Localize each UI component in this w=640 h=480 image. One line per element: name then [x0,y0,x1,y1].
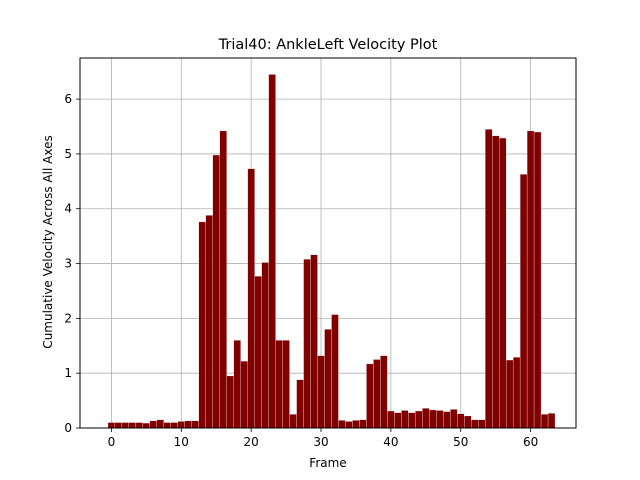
x-tick-label: 20 [244,435,259,449]
bar [380,355,388,429]
bar [261,262,269,429]
y-axis-label: Cumulative Velocity Across All Axes [41,135,55,348]
bar [345,421,353,429]
bar [485,129,493,429]
y-tick-label: 0 [64,421,72,435]
bar [205,215,213,429]
bar [373,359,381,429]
bar [540,414,549,429]
bar [457,413,465,429]
bar [387,410,395,429]
bar [135,422,144,429]
bar [359,419,367,429]
bars [107,74,556,429]
bar [191,420,199,429]
bar [408,412,416,429]
bar [366,363,374,429]
bar [547,413,556,429]
bar [512,357,521,429]
x-axis-label: Frame [309,456,346,470]
bar [142,422,151,429]
bar [443,411,451,429]
bar [254,276,262,429]
bar [533,131,542,429]
bar [114,422,123,429]
x-tick-label: 30 [313,435,328,449]
y-axis-ticks: 0 1 2 3 4 5 6 [64,92,80,435]
bar [177,421,185,429]
x-tick-label: 60 [523,435,538,449]
y-tick-label: 2 [64,311,72,325]
bar [317,355,325,429]
chart-title: Trial40: AnkleLeft Velocity Plot [218,37,438,53]
bar [499,137,507,429]
bar [233,340,241,429]
bar [338,420,346,429]
bar [282,340,290,429]
bar [303,259,311,429]
bar [422,408,430,429]
bar [492,135,500,429]
x-tick-label: 50 [453,435,468,449]
bar [296,379,304,429]
bar [478,419,486,429]
bar [184,420,192,429]
bar [156,419,164,429]
y-tick-label: 5 [64,147,72,161]
y-tick-label: 1 [64,366,72,380]
bar [352,420,360,429]
bar [526,130,535,429]
bar [415,410,423,429]
bar [519,174,528,429]
y-tick-label: 4 [64,202,72,216]
bar [401,410,409,429]
bar [275,340,283,429]
x-tick-label: 10 [174,435,189,449]
bar [128,422,137,429]
bar [450,409,458,429]
bar [394,412,402,429]
bar [471,419,479,429]
bar [212,154,220,429]
bar [289,414,297,429]
bar [107,422,116,429]
bar [170,422,178,429]
bar [310,254,318,429]
y-tick-label: 3 [64,257,72,271]
y-tick-label: 6 [64,92,72,106]
bar [226,375,234,429]
x-axis-ticks: 0 10 20 30 40 50 60 [108,428,538,449]
x-tick-label: 40 [383,435,398,449]
x-tick-label: 0 [108,435,116,449]
plot-frame [79,57,577,429]
bar [219,130,227,429]
bar [436,410,444,429]
bar [247,168,255,429]
bar [240,360,248,429]
bar [464,415,472,429]
bar [121,422,130,429]
bar [505,359,514,429]
bar [268,74,276,429]
bar [149,420,157,429]
bar [163,422,171,429]
bar [429,409,437,429]
bar [331,314,339,429]
bar [198,221,206,429]
bar [324,329,332,429]
